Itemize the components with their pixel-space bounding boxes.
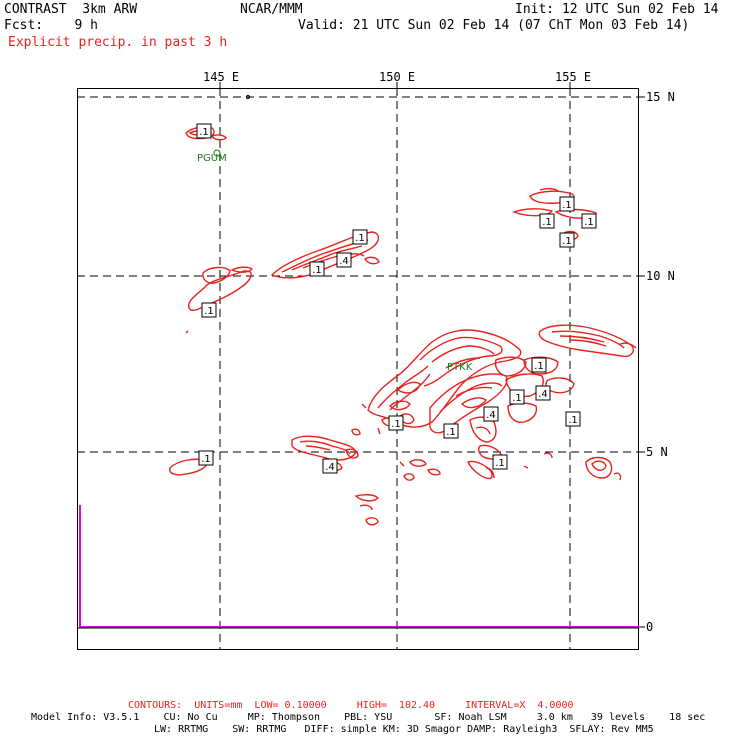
forecast-hour: Fcst: 9 h <box>4 18 98 33</box>
lat-label-5n: 5 N <box>646 445 668 459</box>
contour-label-text: .4 <box>339 256 349 267</box>
contour-label-3: .4 <box>336 252 352 268</box>
island-marker-icon <box>246 95 250 99</box>
center-name: NCAR/MMM <box>240 2 303 17</box>
contour-label-17: .4 <box>322 458 338 474</box>
contour-label-text: .1 <box>446 427 456 438</box>
station-marker-icon <box>213 149 221 157</box>
field-title: Explicit precip. in past 3 h <box>8 35 228 50</box>
contour-label-2: .1 <box>352 229 368 245</box>
model-title: CONTRAST 3km ARW <box>4 2 138 17</box>
contour-label-9: .1 <box>531 357 547 373</box>
contour-label-text: .1 <box>199 127 209 138</box>
contour-label-text: .1 <box>204 306 214 317</box>
contour-label-7: .1 <box>581 213 597 229</box>
contour-label-text: .1 <box>534 361 544 372</box>
contour-label-11: .1 <box>509 389 525 405</box>
side-bar-value: 0 <box>646 620 654 634</box>
contour-label-text: .1 <box>512 393 522 404</box>
tick-marks <box>219 82 645 628</box>
contour-label-12: .1 <box>565 411 581 427</box>
map-frame <box>77 88 639 650</box>
contour-label-text: .1 <box>201 454 211 465</box>
contour-label-0: .1 <box>196 123 212 139</box>
init-time: Init: 12 UTC Sun 02 Feb 14 <box>515 2 719 17</box>
footer-model-info-1: Model Info: V3.5.1 CU: No Cu MP: Thompso… <box>31 712 706 723</box>
precip-contours <box>169 126 637 526</box>
contour-label-18: .1 <box>198 450 214 466</box>
contour-label-text: .1 <box>584 217 594 228</box>
station-pgum: PGUM <box>197 153 227 164</box>
contour-label-5: .1 <box>559 196 575 212</box>
footer-model-info-2: LW: RRTMG SW: RRTMG DIFF: simple KM: 3D … <box>154 724 654 735</box>
footer-contours: CONTOURS: UNITS=mm LOW= 0.10000 HIGH= 10… <box>128 700 574 711</box>
contour-labels: .1 .1 .1 .4 .1 .1 .1 .1 .1 .1 .4 .1 .1 .… <box>196 123 597 474</box>
stations: PGUM PTKK <box>197 153 473 373</box>
contour-label-text: .1 <box>562 236 572 247</box>
graticule <box>77 88 639 650</box>
lat-label-15n: 15 N <box>646 90 675 104</box>
contour-label-text: .4 <box>538 389 548 400</box>
station-ptkk: PTKK <box>447 362 473 373</box>
contour-label-8: .1 <box>559 232 575 248</box>
contour-label-text: .1 <box>568 415 578 426</box>
contour-label-text: .1 <box>391 419 401 430</box>
contour-label-text: .1 <box>312 265 322 276</box>
side-bar <box>79 505 639 628</box>
lat-label-10n: 10 N <box>646 269 675 283</box>
contour-label-1: .1 <box>201 302 217 318</box>
valid-time: Valid: 21 UTC Sun 02 Feb 14 (07 ChT Mon … <box>298 18 690 33</box>
contour-label-15: .1 <box>443 423 459 439</box>
contour-label-text: .4 <box>486 410 496 421</box>
contour-label-text: .4 <box>325 462 335 473</box>
contour-label-16: .1 <box>492 454 508 470</box>
contour-label-4: .1 <box>309 261 325 277</box>
contour-label-14: .1 <box>388 415 404 431</box>
contour-label-13: .4 <box>483 406 499 422</box>
lon-label-145: 145 E <box>203 70 240 84</box>
lon-label-155: 155 E <box>555 70 592 84</box>
contour-label-text: .1 <box>355 233 365 244</box>
contour-label-6: .1 <box>539 213 555 229</box>
contour-label-text: .1 <box>562 200 572 211</box>
lon-label-150: 150 E <box>379 70 416 84</box>
contour-label-text: .1 <box>495 458 505 469</box>
contour-label-text: .1 <box>542 217 552 228</box>
contour-label-10: .4 <box>535 385 551 401</box>
